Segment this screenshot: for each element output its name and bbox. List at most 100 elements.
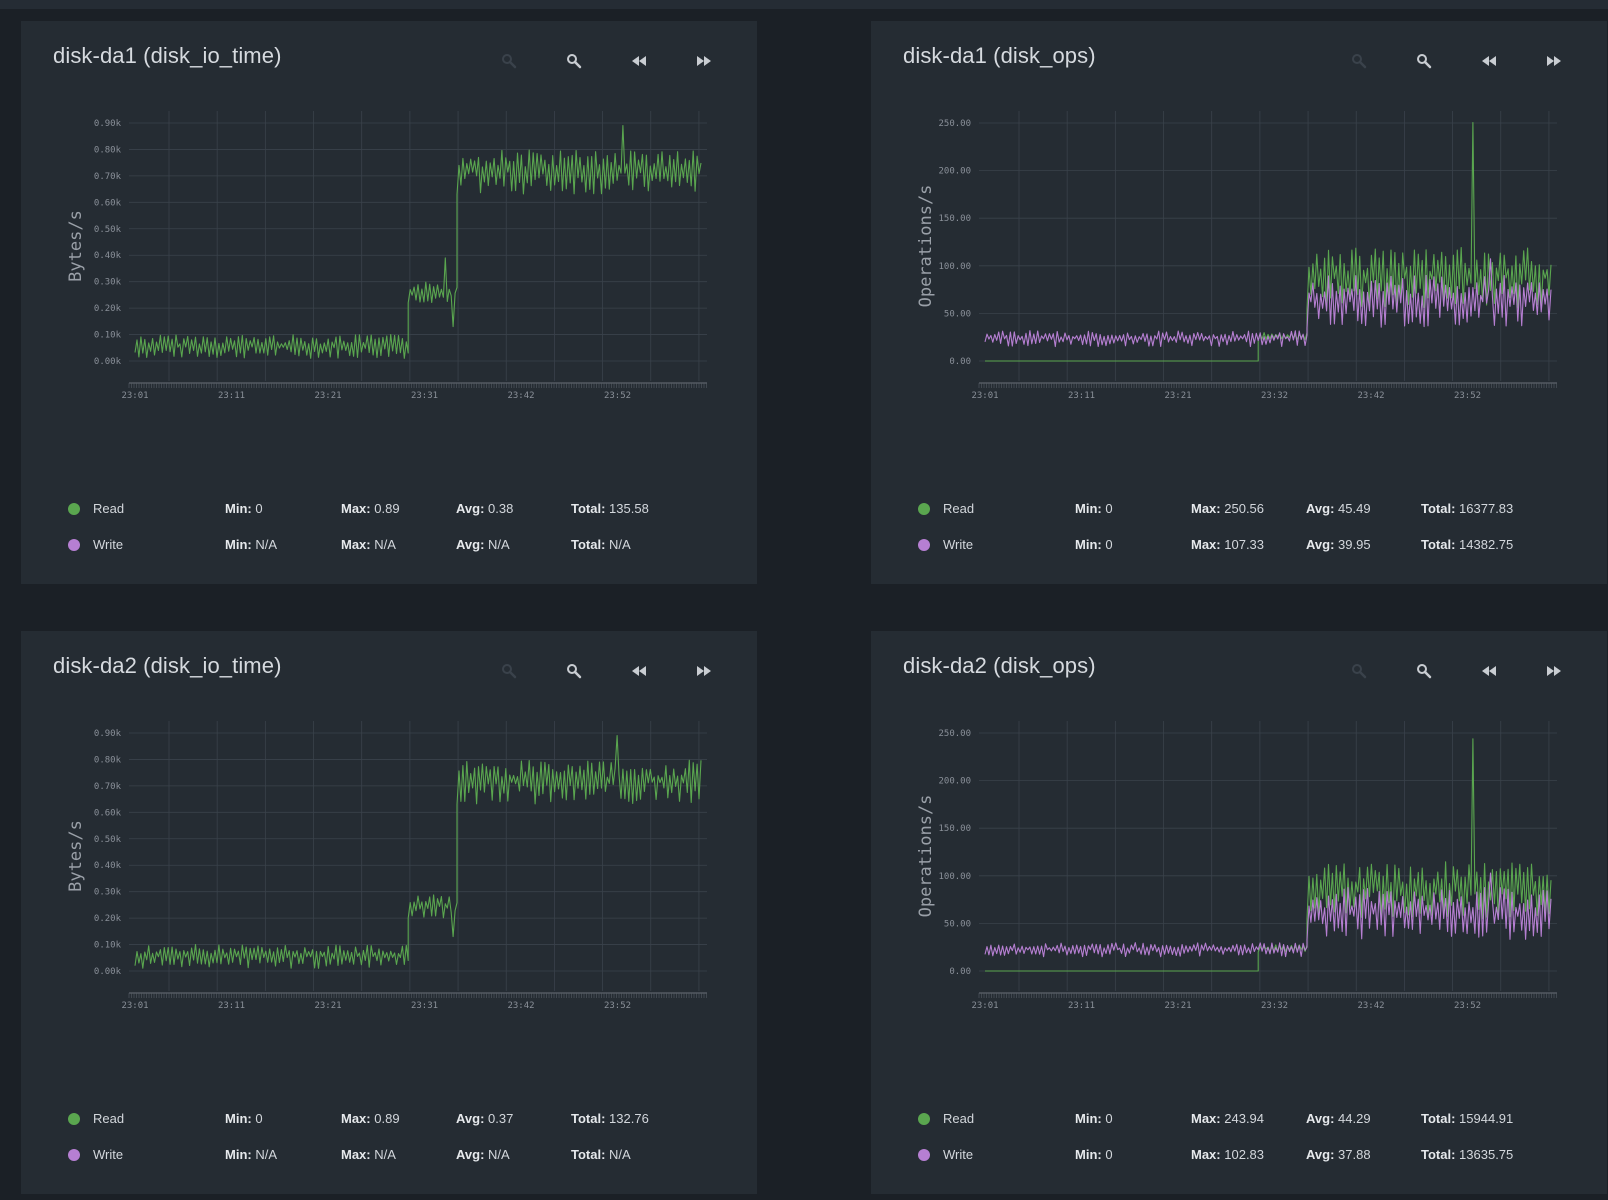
legend-max-label: Max: [341, 537, 371, 552]
legend-avg-value: 45.49 [1338, 501, 1371, 516]
panel-title: disk-da2 (disk_io_time) [53, 653, 282, 678]
rewind-icon[interactable] [1477, 659, 1501, 683]
y-tick-label: 50.00 [944, 919, 971, 929]
rewind-icon[interactable] [627, 659, 651, 683]
x-tick-label: 23:31 [411, 1001, 438, 1011]
panel-toolbar [21, 49, 757, 73]
legend-avg-value: 44.29 [1338, 1111, 1371, 1126]
panel-toolbar [21, 659, 757, 683]
legend-total-label: Total: [571, 537, 606, 552]
x-tick-label: 23:42 [1357, 391, 1384, 401]
legend-total-value: 13635.75 [1459, 1147, 1514, 1162]
y-tick-label: 0.40k [94, 251, 122, 261]
legend-max: Max: N/A [341, 1147, 396, 1162]
y-tick-label: 100.00 [938, 262, 971, 272]
legend-series-name[interactable]: Read [943, 1111, 975, 1126]
legend-avg: Avg: N/A [456, 537, 510, 552]
zoom-in-icon[interactable] [562, 49, 586, 73]
legend-total: Total: 132.76 [571, 1111, 649, 1126]
legend-total-label: Total: [1421, 1147, 1456, 1162]
y-tick-label: 0.60k [94, 808, 122, 818]
legend-series-name[interactable]: Read [943, 501, 975, 516]
zoom-out-icon[interactable] [1347, 49, 1371, 73]
legend-min: Min: 0 [1075, 1111, 1113, 1126]
y-tick-label: 0.70k [94, 172, 122, 182]
legend-max-value: 0.89 [374, 501, 400, 516]
chart-panel: disk-da1 (disk_ops) 0.00 50.00 100.00 150.0… [871, 21, 1607, 584]
rewind-icon[interactable] [1477, 49, 1501, 73]
chart: 0.00 50.00 100.00 150.00 200.00 250.00 23:01 23… [916, 721, 1557, 1011]
y-tick-label: 200.00 [938, 167, 971, 177]
read-legend-dot[interactable] [918, 1113, 930, 1125]
legend-total: Total: 14382.75 [1421, 537, 1513, 552]
legend-avg-label: Avg: [456, 537, 485, 552]
write-legend-dot[interactable] [918, 539, 930, 551]
zoom-out-icon[interactable] [1347, 659, 1371, 683]
chart-panel: disk-da2 (disk_ops) 0.00 50.00 100.00 150.0… [871, 631, 1607, 1194]
legend-min-value: 0 [1105, 1111, 1113, 1126]
fast-forward-icon[interactable] [1542, 49, 1566, 73]
legend-max-value: N/A [374, 1147, 396, 1162]
legend-total-value: N/A [609, 1147, 631, 1162]
legend-min-label: Min: [225, 1147, 252, 1162]
fast-forward-icon[interactable] [1542, 659, 1566, 683]
y-tick-label: 0.70k [94, 782, 122, 792]
legend-series-name[interactable]: Write [943, 537, 974, 552]
legend-max-value: 107.33 [1224, 537, 1265, 552]
y-axis-title: Operations/s [916, 185, 936, 308]
legend-min-value: 0 [1105, 1147, 1113, 1162]
legend-series-name[interactable]: Write [93, 537, 124, 552]
legend-series-name[interactable]: Read [93, 501, 125, 516]
legend-series-name[interactable]: Read [93, 1111, 125, 1126]
panel-title: disk-da1 (disk_ops) [903, 43, 1096, 68]
fast-forward-icon[interactable] [692, 49, 716, 73]
legend-max-value: 102.83 [1224, 1147, 1265, 1162]
x-tick-label: 23:42 [1357, 1001, 1384, 1011]
x-tick-label: 23:52 [604, 1001, 631, 1011]
legend-max-value: 0.89 [374, 1111, 400, 1126]
x-tick-label: 23:01 [971, 1001, 998, 1011]
legend-max-label: Max: [1191, 1147, 1221, 1162]
fast-forward-icon[interactable] [692, 659, 716, 683]
x-tick-label: 23:42 [507, 391, 534, 401]
write-legend-dot[interactable] [68, 1149, 80, 1161]
chart: 0.00k 0.10k 0.20k 0.30k 0.40k 0.50k 0.60k 0.70k… [66, 721, 707, 1011]
legend-total-value: 135.58 [609, 501, 649, 516]
series-line-write [984, 258, 1552, 348]
x-tick-label: 23:11 [218, 391, 245, 401]
legend-max: Max: 102.83 [1191, 1147, 1264, 1162]
y-axis-title: Bytes/s [66, 210, 86, 282]
panel-toolbar [871, 659, 1607, 683]
zoom-out-icon[interactable] [497, 49, 521, 73]
read-legend-dot[interactable] [68, 503, 80, 515]
chart-panel: disk-da2 (disk_io_time) 0.00k 0.10k 0.20k 0… [21, 631, 757, 1194]
legend-total-value: 15944.91 [1459, 1111, 1514, 1126]
zoom-in-icon[interactable] [1412, 49, 1436, 73]
write-legend-dot[interactable] [918, 1149, 930, 1161]
legend-row-read: Read Min: 0 Max: 250.56 Avg: 45.49 Total: 16… [871, 498, 1607, 522]
legend-avg: Avg: 39.95 [1306, 537, 1371, 552]
legend-avg: Avg: N/A [456, 1147, 510, 1162]
chart-panel: disk-da1 (disk_io_time) 0.00k 0.10k 0.20k 0… [21, 21, 757, 584]
write-legend-dot[interactable] [68, 539, 80, 551]
zoom-out-icon[interactable] [497, 659, 521, 683]
zoom-in-icon[interactable] [562, 659, 586, 683]
y-tick-label: 0.20k [94, 304, 122, 314]
legend-avg-value: N/A [488, 537, 510, 552]
y-tick-label: 0.90k [94, 729, 122, 739]
read-legend-dot[interactable] [918, 503, 930, 515]
y-tick-label: 0.30k [94, 888, 122, 898]
y-tick-label: 0.90k [94, 119, 122, 129]
zoom-in-icon[interactable] [1412, 659, 1436, 683]
y-tick-label: 0.00k [94, 357, 122, 367]
top-bar [0, 0, 1608, 9]
legend-avg-label: Avg: [456, 1147, 485, 1162]
x-tick-label: 23:11 [1068, 391, 1095, 401]
legend-min-value: N/A [255, 537, 278, 552]
legend-series-name[interactable]: Write [93, 1147, 124, 1162]
rewind-icon[interactable] [627, 49, 651, 73]
read-legend-dot[interactable] [68, 1113, 80, 1125]
legend-series-name[interactable]: Write [943, 1147, 974, 1162]
x-tick-label: 23:42 [507, 1001, 534, 1011]
legend-total: Total: N/A [571, 537, 631, 552]
